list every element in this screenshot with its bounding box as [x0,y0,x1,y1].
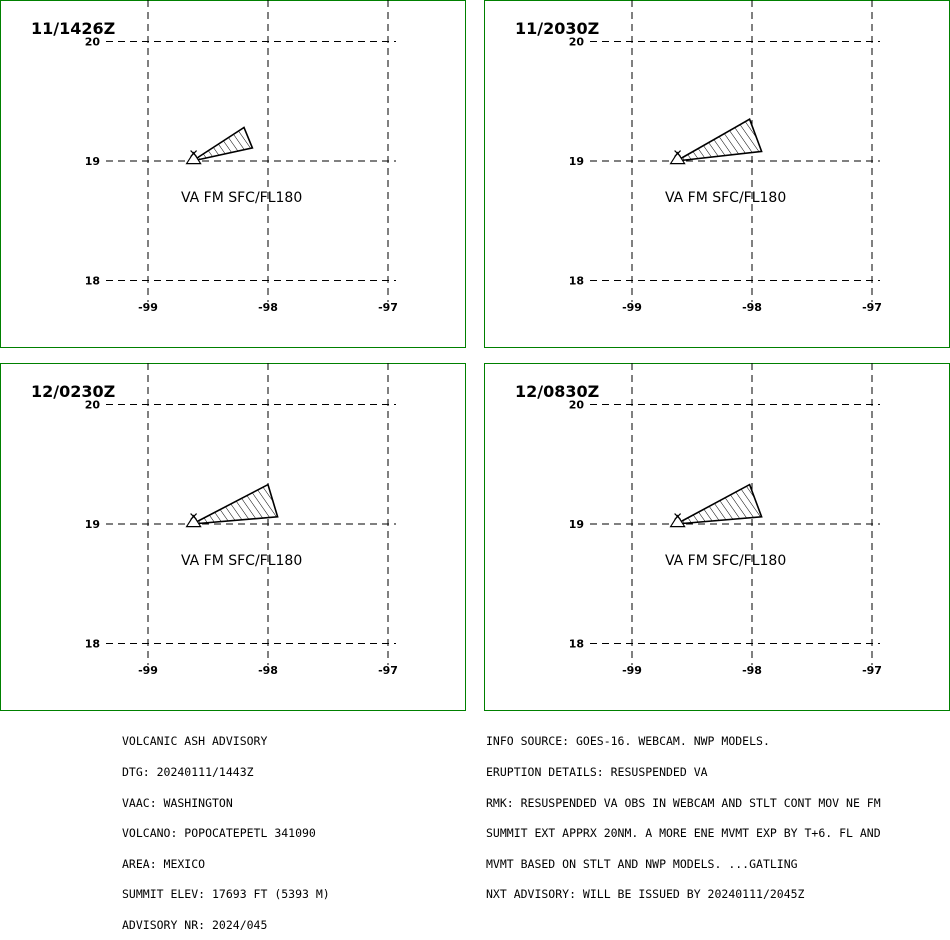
lat-tick-label: 18 [85,638,100,651]
forecast-time-label: 12/0230Z [31,382,115,401]
lat-tick-label: 20 [569,36,585,49]
ash-layer-label: VA FM SFC/FL180 [181,190,302,206]
advisory-remarks-line-1: RMK: RESUSPENDED VA OBS IN WEBCAM AND ST… [486,795,881,810]
lat-tick-label: 19 [85,155,100,168]
volcano-eruption-mark [190,513,198,521]
panel-border [0,363,466,711]
ash-cloud-polygon [192,483,279,525]
lon-tick-label: -97 [378,664,398,677]
panel-border [0,0,466,348]
advisory-remarks-line-3: MVMT BASED ON STLT AND NWP MODELS. ...GA… [486,856,798,871]
advisory-vaac: VAAC: WASHINGTON [122,795,233,810]
volcano-icon [669,151,686,165]
lat-tick-label: 20 [85,399,101,412]
advisory-info-source: INFO SOURCE: GOES-16. WEBCAM. NWP MODELS… [486,734,770,749]
forecast-time-label: 12/0830Z [515,382,599,401]
lon-tick-label: -98 [258,301,278,314]
lat-tick-label: 18 [569,275,584,288]
volcano-eruption-mark [674,513,682,521]
lat-tick-label: 18 [85,275,100,288]
lat-tick-label: 19 [569,518,584,531]
lon-tick-label: -97 [378,301,398,314]
advisory-volcano: VOLCANO: POPOCATEPETL 341090 [122,826,316,841]
lon-tick-label: -99 [622,301,642,314]
lat-tick-label: 19 [85,518,100,531]
ash-cloud-polygon [191,126,254,162]
advisory-eruption-details: ERUPTION DETAILS: RESUSPENDED VA [486,765,708,779]
map-panel-1: -99 -98 -97 20 19 18 11/1426Z VA FM SFC/FL180 [0,0,466,348]
lon-tick-label: -97 [862,301,882,314]
volcano-icon [669,514,686,528]
ash-layer-label: VA FM SFC/FL180 [665,553,786,569]
lon-tick-label: -99 [622,664,642,677]
forecast-time-label: 11/2030Z [515,19,599,38]
map-panel-2: -99 -98 -97 20 19 18 11/2030Z VA FM SFC/FL180 [484,0,950,348]
advisory-header-block: VOLCANIC ASH ADVISORY DTG: 20240111/1443… [122,716,330,940]
advisory-area: AREA: MEXICO [122,856,206,871]
lon-tick-label: -98 [742,301,762,314]
volcano-icon [185,514,202,528]
ash-layer-label: VA FM SFC/FL180 [665,190,786,206]
volcano-eruption-mark [190,150,198,158]
lat-tick-label: 20 [85,36,101,49]
lat-tick-label: 19 [569,155,584,168]
volcano-icon [185,151,202,165]
lon-tick-label: -99 [138,664,158,677]
advisory-remarks-block: INFO SOURCE: GOES-16. WEBCAM. NWP MODELS… [486,716,881,910]
volcano-eruption-mark [674,150,682,158]
lon-tick-label: -99 [138,301,158,314]
panel-border [484,363,950,711]
map-panel-3: -99 -98 -97 20 19 18 12/0230Z VA FM SFC/FL180 [0,363,466,711]
ash-layer-label: VA FM SFC/FL180 [181,553,302,569]
lon-tick-label: -97 [862,664,882,677]
lat-tick-label: 20 [569,399,585,412]
advisory-number: ADVISORY NR: 2024/045 [122,917,268,932]
lon-tick-label: -98 [258,664,278,677]
lat-tick-label: 18 [569,638,584,651]
advisory-next-advisory: NXT ADVISORY: WILL BE ISSUED BY 20240111… [486,887,805,902]
ash-cloud-polygon [676,483,763,525]
advisory-title: VOLCANIC ASH ADVISORY [122,734,268,749]
lon-tick-label: -98 [742,664,762,677]
forecast-time-label: 11/1426Z [31,19,115,38]
advisory-dtg: DTG: 20240111/1443Z [122,765,254,779]
ash-cloud-polygon [676,118,763,162]
advisory-remarks-line-2: SUMMIT EXT APPRX 20NM. A MORE ENE MVMT E… [486,826,881,841]
panel-border [484,0,950,348]
map-panel-4: -99 -98 -97 20 19 18 12/0830Z VA FM SFC/FL180 [484,363,950,711]
advisory-summit-elev: SUMMIT ELEV: 17693 FT (5393 M) [122,887,330,902]
